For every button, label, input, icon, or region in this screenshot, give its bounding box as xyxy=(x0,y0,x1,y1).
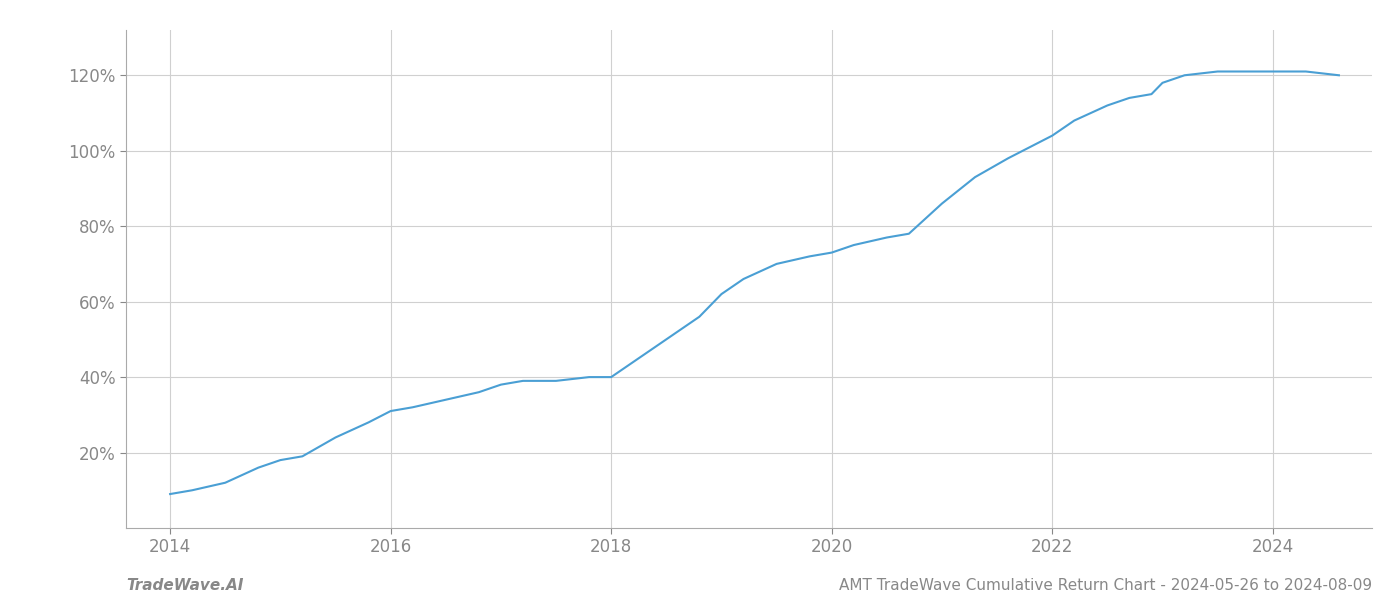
Text: AMT TradeWave Cumulative Return Chart - 2024-05-26 to 2024-08-09: AMT TradeWave Cumulative Return Chart - … xyxy=(839,578,1372,593)
Text: TradeWave.AI: TradeWave.AI xyxy=(126,578,244,593)
